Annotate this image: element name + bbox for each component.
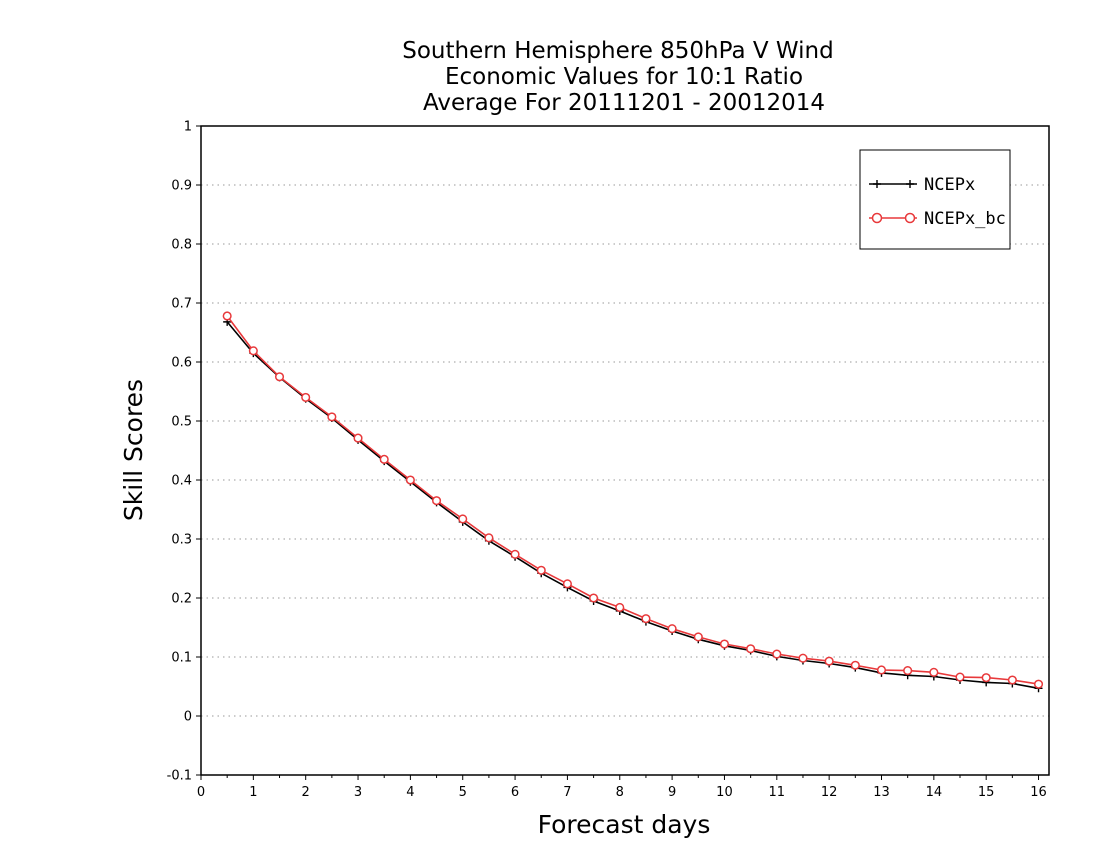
x-tick-label: 1 xyxy=(249,785,257,800)
y-tick-label: 0.6 xyxy=(171,356,192,371)
chart-title-line-3: Average For 20111201 - 20012014 xyxy=(423,90,825,116)
chart-title-line-2: Economic Values for 10:1 Ratio xyxy=(445,64,803,90)
legend-label: NCEPx_bc xyxy=(924,209,1006,229)
series-line xyxy=(226,321,1039,690)
y-tick-label: 0.3 xyxy=(171,533,192,548)
data-point xyxy=(955,672,965,682)
data-point xyxy=(641,614,651,624)
x-tick-label: 6 xyxy=(511,785,519,800)
data-point xyxy=(772,649,782,659)
y-tick-label: 0.5 xyxy=(171,415,192,430)
legend-marker xyxy=(904,212,916,224)
x-tick-label: 12 xyxy=(821,785,838,800)
legend: NCEPx NCEPx_bc xyxy=(859,149,1011,250)
data-point xyxy=(981,673,991,683)
data-point xyxy=(562,579,572,589)
y-tick-label: 0.9 xyxy=(171,179,192,194)
data-point xyxy=(353,433,363,443)
x-tick-label: 13 xyxy=(873,785,890,800)
data-point xyxy=(615,602,625,612)
data-point xyxy=(824,656,834,666)
data-point xyxy=(1007,675,1017,685)
legend-box xyxy=(859,149,1011,250)
data-point xyxy=(850,660,860,670)
legend-marker xyxy=(906,180,914,188)
y-tick-label: 0.4 xyxy=(171,474,192,489)
data-point xyxy=(536,565,546,575)
data-point xyxy=(903,666,913,676)
chart-title-line-1: Southern Hemisphere 850hPa V Wind xyxy=(402,38,833,64)
y-axis-title: Skill Scores xyxy=(119,379,148,521)
series-NCEPx_bc xyxy=(222,311,1044,689)
data-point xyxy=(379,454,389,464)
data-point xyxy=(798,653,808,663)
data-point xyxy=(589,593,599,603)
x-tick-label: 10 xyxy=(716,785,733,800)
y-tick-label: 0.2 xyxy=(171,592,192,607)
x-tick-label: 2 xyxy=(302,785,310,800)
x-tick-label: 0 xyxy=(197,785,205,800)
data-point xyxy=(484,533,494,543)
x-tick-label: 16 xyxy=(1030,785,1047,800)
x-tick-label: 11 xyxy=(769,785,786,800)
x-axis: 0 1 2 3 4 5 6 7 8 9 10 11 12 13 14 15 16 xyxy=(197,775,1047,800)
x-tick-label: 14 xyxy=(926,785,943,800)
data-point xyxy=(510,549,520,559)
y-tick-label: 1 xyxy=(184,120,192,135)
x-tick-label: 8 xyxy=(616,785,624,800)
data-point xyxy=(667,624,677,634)
x-tick-label: 4 xyxy=(406,785,414,800)
data-point xyxy=(746,644,756,654)
x-tick-label: 15 xyxy=(978,785,995,800)
data-point xyxy=(693,632,703,642)
data-point xyxy=(248,346,258,356)
x-tick-label: 9 xyxy=(668,785,676,800)
legend-item: NCEPx_bc xyxy=(869,209,1006,229)
legend-label: NCEPx xyxy=(924,175,975,195)
y-tick-label: -0.1 xyxy=(167,769,192,784)
data-point xyxy=(929,667,939,677)
series-line xyxy=(226,315,1039,685)
data-point xyxy=(458,514,468,524)
legend-items: NCEPx NCEPx_bc xyxy=(869,175,1006,229)
data-point xyxy=(327,412,337,422)
x-tick-label: 3 xyxy=(354,785,362,800)
x-axis-title: Forecast days xyxy=(538,810,711,839)
legend-item: NCEPx xyxy=(869,175,975,195)
data-point xyxy=(405,475,415,485)
y-tick-label: 0.1 xyxy=(171,651,192,666)
data-point xyxy=(222,311,232,321)
data-point xyxy=(432,496,442,506)
legend-marker xyxy=(873,180,881,188)
series-NCEPx xyxy=(223,317,1043,693)
grid xyxy=(201,184,1049,717)
data-point xyxy=(301,392,311,402)
data-point xyxy=(1033,679,1044,689)
data-point xyxy=(274,372,285,382)
series-group xyxy=(222,311,1044,693)
y-tick-label: 0.7 xyxy=(171,297,192,312)
y-tick-label: 0 xyxy=(184,710,192,725)
plot-frame xyxy=(200,125,1050,776)
legend-marker xyxy=(871,212,883,224)
x-tick-label: 7 xyxy=(563,785,571,800)
y-tick-label: 0.8 xyxy=(171,238,192,253)
data-point xyxy=(876,665,887,675)
data-point xyxy=(719,639,730,649)
x-tick-label: 5 xyxy=(459,785,467,800)
y-axis: -0.1 0 0.1 0.2 0.3 0.4 0.5 0.6 0.7 0.8 0.9 1 xyxy=(167,120,201,784)
